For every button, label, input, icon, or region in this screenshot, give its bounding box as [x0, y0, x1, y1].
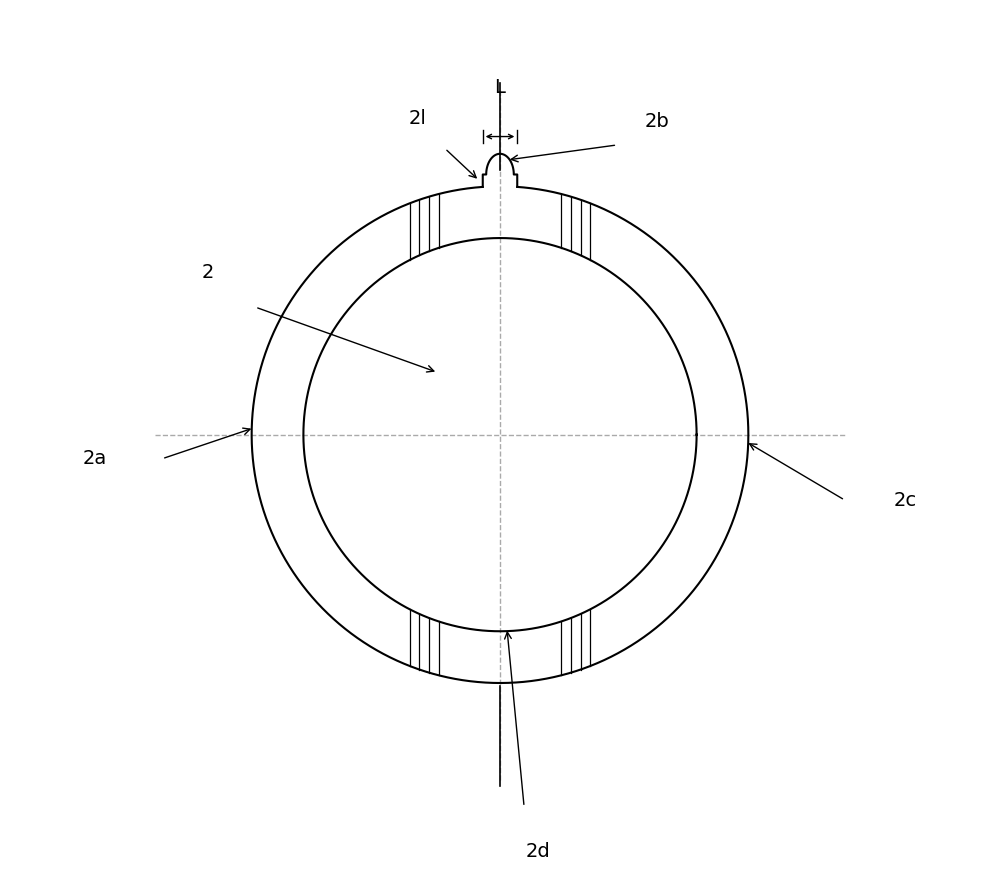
Text: 2: 2	[201, 263, 214, 282]
Text: 2l: 2l	[408, 109, 426, 127]
Text: L: L	[495, 77, 505, 97]
Text: 2c: 2c	[893, 490, 916, 510]
Text: 2d: 2d	[526, 842, 550, 861]
Text: 2b: 2b	[645, 112, 670, 131]
Text: 2a: 2a	[83, 449, 107, 468]
